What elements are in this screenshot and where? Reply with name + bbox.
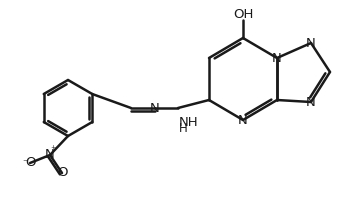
Text: N: N	[306, 36, 316, 49]
Text: NH: NH	[179, 116, 199, 129]
Text: ⁺: ⁺	[50, 145, 56, 155]
Text: N: N	[45, 149, 55, 162]
Text: ⁻: ⁻	[23, 158, 28, 168]
Text: H: H	[179, 122, 188, 135]
Text: N: N	[272, 51, 282, 64]
Text: OH: OH	[233, 7, 253, 20]
Text: O: O	[57, 166, 67, 179]
Text: N: N	[238, 113, 248, 126]
Text: N: N	[306, 96, 316, 109]
Text: O: O	[25, 156, 35, 169]
Text: N: N	[150, 101, 160, 114]
